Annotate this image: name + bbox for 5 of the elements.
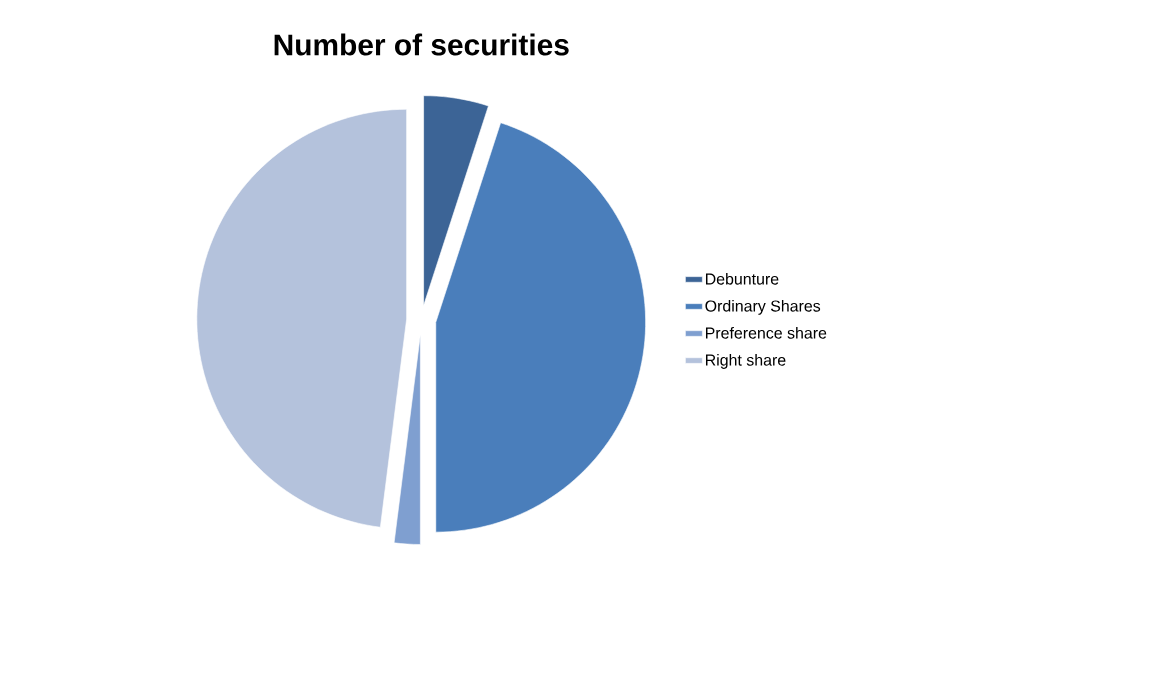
legend-label: Ordinary Shares bbox=[705, 299, 821, 315]
chart-title: Number of securities bbox=[274, 33, 569, 56]
legend-label: Debunture bbox=[705, 272, 779, 285]
legend-label: Preference share bbox=[705, 327, 827, 339]
legend-label: Right share bbox=[705, 354, 786, 369]
